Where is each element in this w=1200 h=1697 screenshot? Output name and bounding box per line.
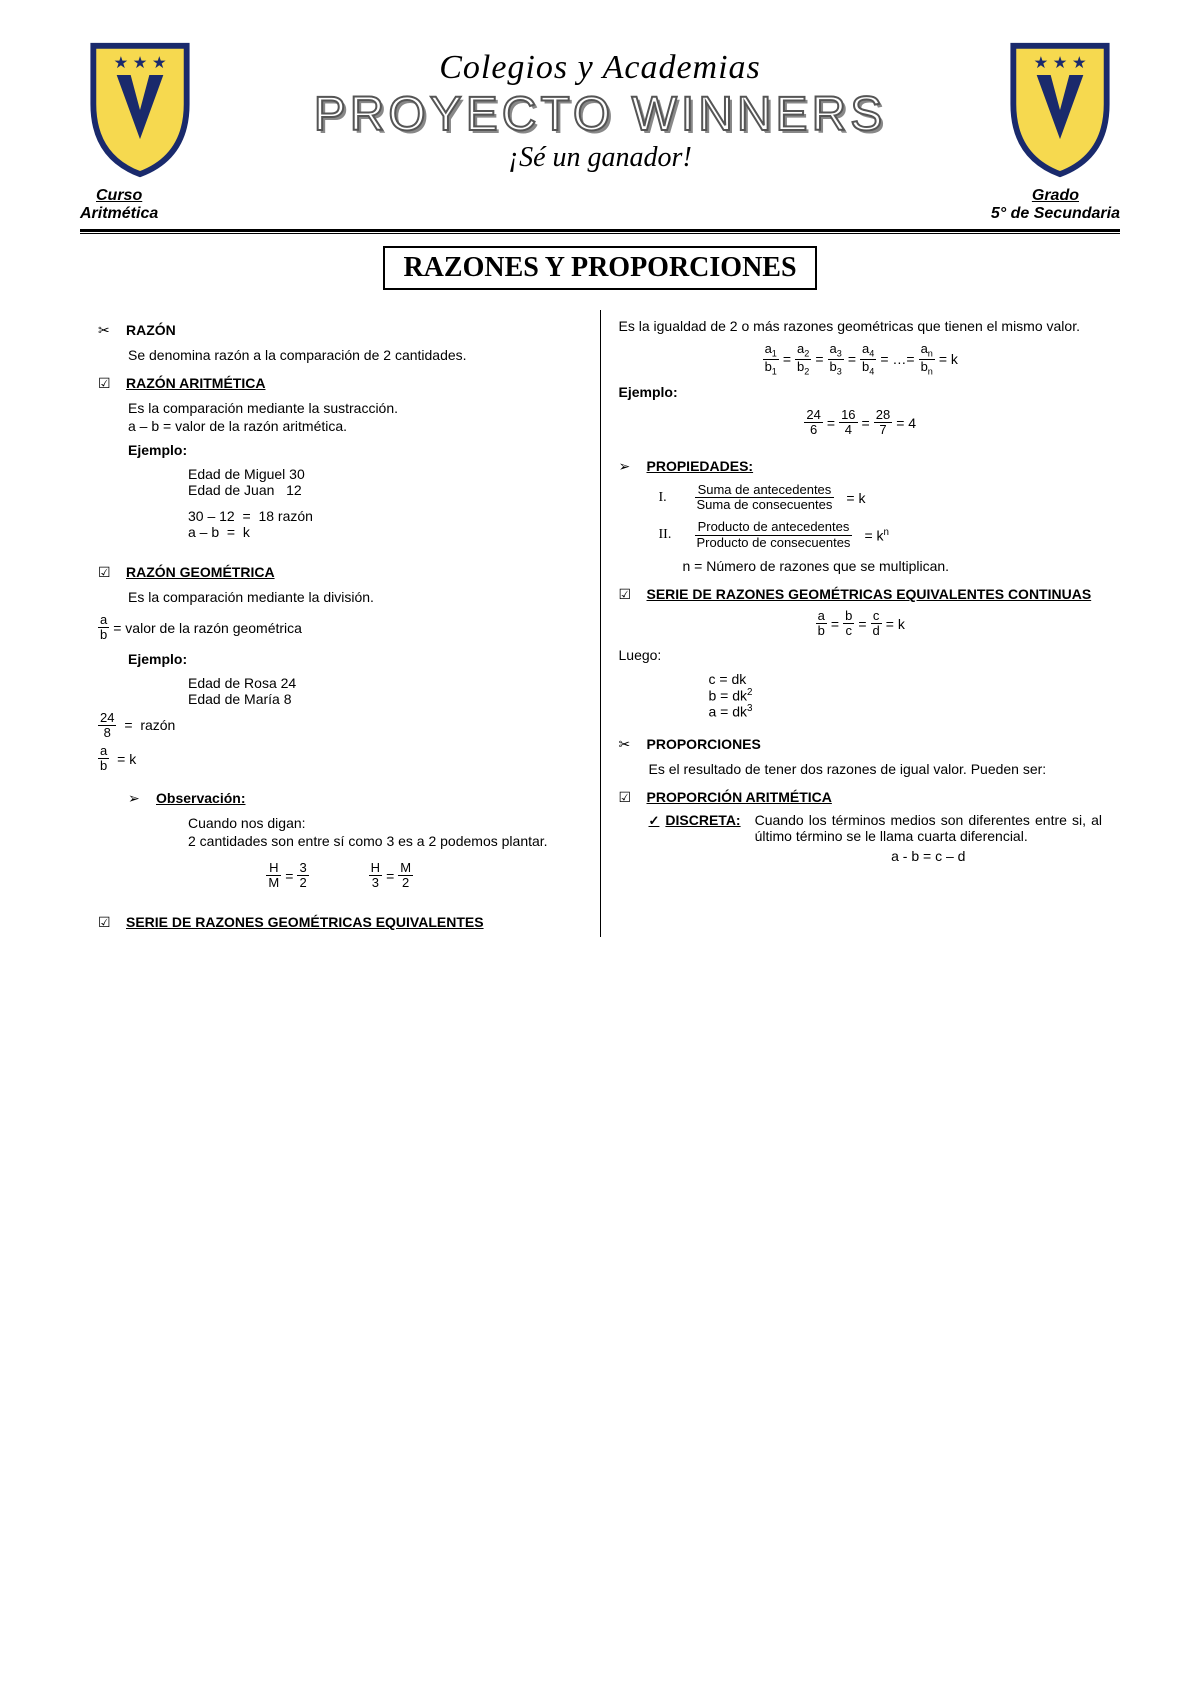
razon-arit-text1: Es la comparación mediante la sustracció…: [128, 400, 582, 416]
razon-arit-ej1: Edad de Miguel 30: [188, 466, 582, 482]
serie-eq-formula: a1b1= a2b2= a3b3= a4b4= …= anbn= k: [619, 342, 1103, 376]
svg-text:★ ★ ★: ★ ★ ★: [114, 54, 167, 72]
section-prop-arit: ☑ PROPORCIÓN ARITMÉTICA: [619, 789, 1103, 806]
discreta-row: DISCRETA: Cuando los términos medios son…: [649, 812, 1103, 864]
prop-1: I. Suma de antecedentes Suma de consecue…: [659, 483, 1103, 513]
shield-left-icon: ★ ★ ★: [80, 40, 200, 183]
box-icon: ☑: [619, 586, 637, 603]
course-label: Curso: [80, 187, 158, 205]
serie-ej-label: Ejemplo:: [619, 384, 1103, 400]
box-icon: ☑: [619, 789, 637, 806]
serie-cont-luego: Luego:: [619, 647, 1103, 663]
razon-geo-eq2: 248 = razón: [98, 711, 582, 741]
proporciones-text: Es el resultado de tener dos razones de …: [649, 761, 1103, 777]
left-column: ✂ RAZÓN Se denomina razón a la comparaci…: [80, 310, 600, 937]
serie-cont-l2: b = dk2: [709, 687, 1103, 704]
section-serie-cont: ☑ SERIE DE RAZONES GEOMÉTRICAS EQUIVALEN…: [619, 586, 1103, 603]
header-line3: ¡Sé un ganador!: [220, 142, 980, 174]
serie-cont-eq: ab= bc= cd= k: [619, 609, 1103, 639]
serie-cont-l3: a = dk3: [709, 703, 1103, 720]
serie-cont-l1: c = dk: [709, 671, 1103, 687]
header-line2: PROYECTO WINNERS: [220, 87, 980, 142]
obs-eq: HM=32 H3=M2: [98, 857, 582, 895]
obs-title: Observación:: [156, 790, 245, 807]
section-razon-geo: ☑ RAZÓN GEOMÉTRICA: [98, 564, 582, 581]
serie-cont-title: SERIE DE RAZONES GEOMÉTRICAS EQUIVALENTE…: [647, 586, 1092, 603]
razon-arit-text2: a – b = valor de la razón aritmética.: [128, 418, 582, 434]
razon-arit-ej-label: Ejemplo:: [128, 442, 582, 458]
section-obs: ➢ Observación:: [128, 790, 582, 807]
razon-arit-title: RAZÓN ARITMÉTICA: [126, 375, 265, 392]
razon-geo-eq3: ab = k: [98, 744, 582, 774]
right-column: Es la igualdad de 2 o más razones geomét…: [600, 310, 1121, 937]
grade-value: 5° de Secundaria: [991, 205, 1120, 223]
razon-arit-ej4: a – b = k: [188, 524, 582, 540]
arrow-icon: ➢: [128, 790, 146, 807]
course-value: Aritmética: [80, 205, 158, 223]
shield-right-icon: ★ ★ ★: [1000, 40, 1120, 183]
doc-title: RAZONES Y PROPORCIONES: [383, 246, 816, 290]
divider: [80, 229, 1120, 234]
prop-arit-title: PROPORCIÓN ARITMÉTICA: [647, 789, 832, 806]
razon-text: Se denomina razón a la comparación de 2 …: [128, 347, 582, 363]
section-propiedades: ➢ PROPIEDADES:: [619, 458, 1103, 475]
grade-label: Grado: [991, 187, 1120, 205]
proporciones-title: PROPORCIONES: [647, 736, 761, 753]
razon-arit-ej3: 30 – 12 = 18 razón: [188, 508, 582, 524]
columns: ✂ RAZÓN Se denomina razón a la comparaci…: [80, 310, 1120, 937]
serie-eq-title: SERIE DE RAZONES GEOMÉTRICAS EQUIVALENTE…: [126, 914, 484, 931]
discreta-label: DISCRETA:: [649, 812, 741, 864]
serie-intro: Es la igualdad de 2 o más razones geomét…: [619, 318, 1103, 334]
title-block: Colegios y Academias PROYECTO WINNERS ¡S…: [220, 49, 980, 174]
section-proporciones: ✂ PROPORCIONES: [619, 736, 1103, 753]
arrow-icon: ➢: [619, 458, 637, 475]
prop-note: n = Número de razones que se multiplican…: [683, 558, 1103, 574]
header: ★ ★ ★ Colegios y Academias PROYECTO WINN…: [80, 40, 1120, 183]
razon-arit-ej2: Edad de Juan 12: [188, 482, 582, 498]
obs-text2: 2 cantidades son entre sí como 3 es a 2 …: [188, 833, 582, 849]
prop-title: PROPIEDADES:: [647, 458, 754, 475]
razon-geo-text1: Es la comparación mediante la división.: [128, 589, 582, 605]
scissors-icon: ✂: [619, 736, 637, 753]
razon-geo-eq1: ab = valor de la razón geométrica: [98, 613, 582, 643]
section-razon-arit: ☑ RAZÓN ARITMÉTICA: [98, 375, 582, 392]
svg-text:★ ★ ★: ★ ★ ★: [1034, 54, 1087, 72]
header-line1: Colegios y Academias: [220, 49, 980, 87]
razon-title: RAZÓN: [126, 322, 176, 339]
meta-row: Curso Aritmética Grado 5° de Secundaria: [80, 187, 1120, 223]
razon-geo-ej1: Edad de Rosa 24: [188, 675, 582, 691]
prop-2: II. Producto de antecedentes Producto de…: [659, 520, 1103, 550]
razon-geo-ej-label: Ejemplo:: [128, 651, 582, 667]
discreta-eq: a - b = c – d: [755, 848, 1102, 864]
box-icon: ☑: [98, 564, 116, 581]
razon-geo-eq1-after: = valor de la razón geométrica: [113, 620, 302, 636]
razon-geo-ej2: Edad de María 8: [188, 691, 582, 707]
section-razon: ✂ RAZÓN: [98, 322, 582, 339]
razon-geo-title: RAZÓN GEOMÉTRICA: [126, 564, 275, 581]
scissors-icon: ✂: [98, 322, 116, 339]
box-icon: ☑: [98, 914, 116, 931]
section-serie-eq: ☑ SERIE DE RAZONES GEOMÉTRICAS EQUIVALEN…: [98, 914, 582, 931]
discreta-text: Cuando los términos medios son diferente…: [755, 812, 1102, 844]
obs-text1: Cuando nos digan:: [188, 815, 582, 831]
box-icon: ☑: [98, 375, 116, 392]
serie-ej-eq: 246= 164= 287= 4: [619, 408, 1103, 438]
